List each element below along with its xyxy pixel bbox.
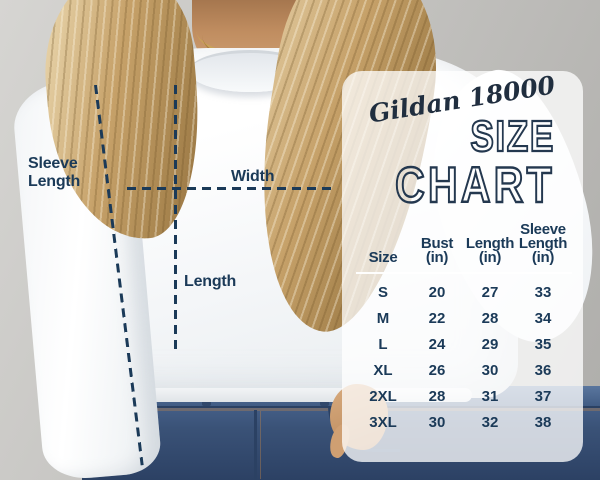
sleeve-length-label: Sleeve Length [28,155,80,191]
bust-cell: 30 [428,413,446,431]
size-table-row: M 22 28 34 [356,305,570,331]
size-chart-panel: Gildan 18000 SIZE CHART Size Bust (in) L… [342,70,583,462]
length-dashed-line [174,85,177,349]
sleeve-cell: 35 [534,335,552,353]
bust-cell: 26 [428,361,446,379]
length-cell: 32 [481,413,499,431]
sleeve-length-label-line2: Length [28,173,81,190]
length-cell: 29 [481,335,499,353]
column-header-length: Length (in) [464,207,516,265]
length-cell: 30 [481,361,499,379]
sleeve-cell: 33 [534,283,552,301]
bust-cell: 22 [428,309,446,327]
jeans-fly-seam [254,410,257,480]
column-header-size: Size [356,207,410,265]
size-cell: 2XL [369,387,397,405]
heading-word-chart: CHART [394,157,555,213]
size-table-row: L 24 29 35 [356,331,570,357]
bust-cell: 28 [428,387,446,405]
column-header-sleeve-length-text: Sleeve Length (in) [518,221,568,266]
size-cell: 3XL [369,413,397,431]
bust-cell: 20 [428,283,446,301]
size-cell: M [376,309,390,327]
heading-word-size: SIZE [469,112,555,161]
bust-cell: 24 [428,335,446,353]
size-chart-heading: SIZE CHART [360,112,555,213]
sleeve-cell: 36 [534,361,552,379]
header-divider-line [356,272,572,274]
length-label: Length [184,273,237,290]
length-cell: 27 [481,283,499,301]
size-table-row: XL 26 30 36 [356,357,570,383]
size-table-body: S 20 27 33 M 22 28 34 L 24 [356,279,570,435]
column-header-bust-text: Bust (in) [420,235,454,266]
width-label: Width [231,168,275,185]
length-cell: 31 [481,387,499,405]
width-dashed-line [127,187,331,190]
column-header-length-text: Length (in) [465,235,515,266]
sleeve-cell: 34 [534,309,552,327]
column-header-size-text: Size [368,249,398,266]
size-cell: XL [373,361,393,379]
sleeve-length-label-line1: Sleeve [28,155,78,172]
size-table-row: S 20 27 33 [356,279,570,305]
column-header-sleeve-length: Sleeve Length (in) [516,207,570,265]
size-cell: S [377,283,388,301]
size-table-row: 3XL 30 32 38 [356,409,570,435]
sleeve-cell: 37 [534,387,552,405]
size-cell: L [378,335,388,353]
size-table-header: Size Bust (in) Length (in) Slee [356,207,570,265]
column-header-bust: Bust (in) [410,207,464,265]
sleeve-cell: 38 [534,413,552,431]
length-cell: 28 [481,309,499,327]
size-table: Size Bust (in) Length (in) Slee [356,207,572,435]
size-table-row: 2XL 28 31 37 [356,383,570,409]
